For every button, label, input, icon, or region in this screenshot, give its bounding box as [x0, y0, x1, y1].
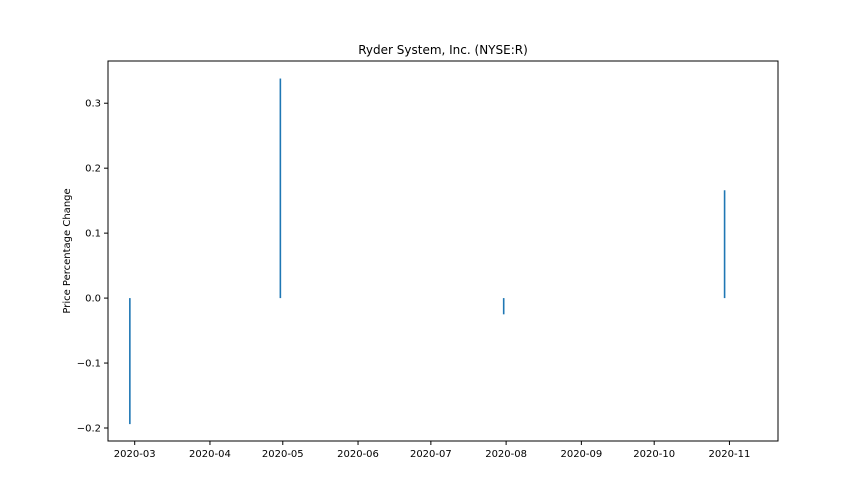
x-tick-label: 2020-04 — [189, 449, 231, 460]
y-tick-label: 0.1 — [85, 229, 101, 240]
bar-2 — [502, 298, 505, 315]
x-tick-label: 2020-03 — [114, 449, 156, 460]
y-axis-label: Price Percentage Change — [62, 188, 73, 313]
bar-0 — [129, 298, 131, 425]
y-tick-label: 0.0 — [85, 294, 101, 305]
y-tick-label: −0.1 — [77, 359, 101, 370]
plot-frame — [107, 60, 779, 442]
bar-3 — [723, 190, 726, 299]
y-axis: −0.2 −0.1 0.0 0.1 0.2 0.3 — [77, 99, 108, 435]
x-tick-label: 2020-11 — [709, 449, 751, 460]
y-tick-label: 0.3 — [85, 99, 101, 110]
x-tick-label: 2020-10 — [633, 449, 675, 460]
x-tick-label: 2020-05 — [262, 449, 304, 460]
bar-1 — [279, 78, 282, 299]
x-tick-label: 2020-06 — [337, 449, 379, 460]
y-tick-label: 0.2 — [85, 164, 101, 175]
x-tick-label: 2020-07 — [410, 449, 452, 460]
x-tick-label: 2020-09 — [560, 449, 602, 460]
x-axis: 2020-03 2020-04 2020-05 2020-06 2020-07 2020-… — [114, 441, 751, 460]
bars-group — [129, 78, 726, 425]
y-tick-label: −0.2 — [77, 424, 101, 435]
chart-title: Ryder System, Inc. (NYSE:R) — [358, 43, 528, 57]
x-tick-label: 2020-08 — [485, 449, 527, 460]
